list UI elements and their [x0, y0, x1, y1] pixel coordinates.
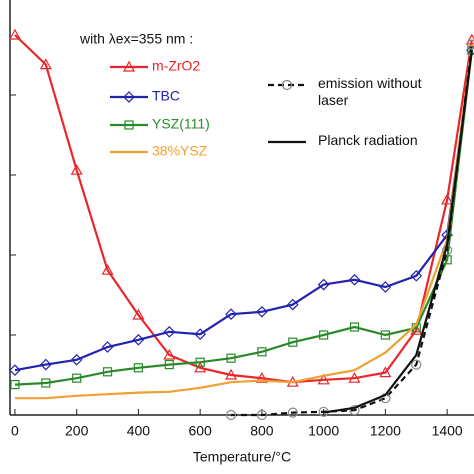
x-tick-label: 800 — [250, 423, 274, 439]
line — [14, 34, 473, 384]
marker — [379, 281, 392, 293]
marker — [319, 330, 329, 340]
marker — [70, 353, 83, 366]
marker — [225, 409, 237, 421]
marker — [410, 323, 423, 335]
legend-title: with λex=355 nm : — [79, 31, 193, 47]
line — [14, 44, 473, 400]
marker — [255, 371, 268, 383]
marker — [466, 39, 474, 50]
marker — [164, 360, 174, 370]
marker — [256, 305, 268, 318]
marker — [194, 361, 207, 373]
legend-label: TBC — [152, 88, 180, 104]
marker — [195, 357, 205, 367]
marker — [287, 407, 298, 418]
series — [8, 28, 474, 387]
marker — [349, 322, 360, 332]
series — [10, 45, 474, 390]
marker — [441, 193, 454, 205]
marker — [101, 341, 114, 353]
marker — [288, 337, 298, 347]
line — [14, 50, 473, 372]
x-tick-label: 1200 — [370, 423, 401, 439]
marker — [256, 409, 268, 421]
line — [323, 50, 473, 414]
marker — [225, 308, 237, 321]
marker — [226, 353, 236, 363]
marker — [163, 325, 176, 338]
marker — [163, 348, 176, 360]
x-tick-label: 0 — [11, 423, 19, 439]
series — [323, 50, 473, 414]
x-tick-label: 1400 — [432, 423, 463, 439]
marker — [39, 58, 52, 70]
legend-marker — [281, 79, 293, 91]
legend-label: YSZ(111) — [152, 116, 210, 132]
x-tick-label: 1000 — [308, 423, 339, 439]
marker — [101, 263, 114, 275]
marker — [317, 373, 330, 385]
marker — [257, 347, 267, 357]
legend-label: emission without laser — [318, 75, 422, 108]
marker — [41, 378, 51, 388]
marker — [286, 298, 299, 311]
marker — [9, 364, 21, 377]
legend-label: 38%YSZ — [152, 143, 208, 159]
legend-label: m-ZrO2 — [152, 58, 200, 74]
legend-marker — [122, 60, 136, 72]
marker — [379, 366, 392, 378]
x-tick-label: 200 — [65, 423, 89, 439]
x-axis-label: Temperature/°C — [193, 449, 291, 465]
marker — [10, 380, 20, 390]
marker — [133, 363, 144, 373]
marker — [72, 373, 82, 383]
marker — [349, 405, 360, 416]
marker — [39, 358, 52, 371]
line — [14, 50, 473, 386]
marker — [225, 368, 238, 380]
legend-marker — [123, 91, 135, 103]
marker — [8, 28, 21, 40]
marker — [132, 308, 145, 320]
marker — [465, 33, 474, 45]
series — [14, 44, 473, 400]
x-tick-label: 400 — [127, 423, 151, 439]
x-tick-label: 600 — [188, 423, 212, 439]
marker — [102, 367, 113, 377]
marker — [410, 269, 423, 282]
marker — [317, 278, 330, 291]
marker — [348, 273, 361, 286]
legend-marker — [124, 120, 134, 130]
marker — [132, 333, 145, 346]
line — [231, 44, 473, 417]
marker — [380, 330, 390, 340]
marker — [194, 328, 207, 341]
marker — [348, 371, 361, 383]
series — [9, 44, 474, 377]
marker — [411, 359, 422, 370]
marker — [70, 163, 83, 175]
legend-label: Planck radiation — [318, 132, 418, 148]
